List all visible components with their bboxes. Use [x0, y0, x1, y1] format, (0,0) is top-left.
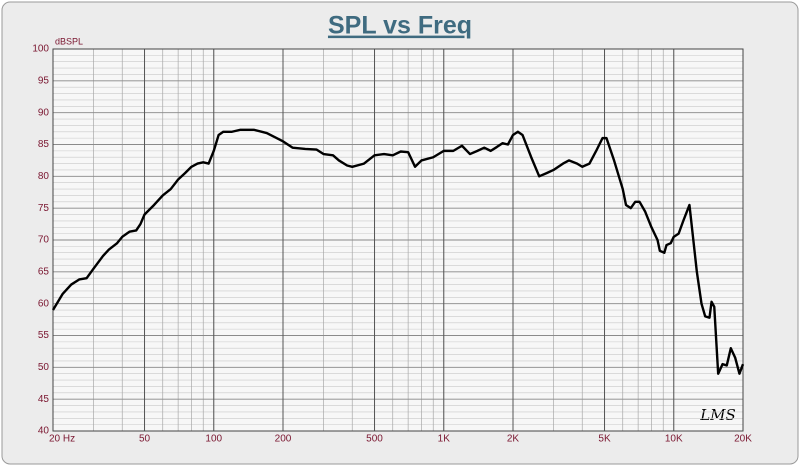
y-tick-label: 55: [38, 330, 50, 341]
y-tick-label: 95: [38, 75, 50, 86]
y-tick-label: 40: [38, 426, 50, 437]
y-tick-label: 70: [38, 235, 50, 246]
x-tick-label: 500: [366, 434, 383, 445]
y-tick-label: 85: [38, 139, 50, 150]
y-tick-label: 90: [38, 107, 50, 118]
plot-border: [52, 48, 744, 432]
x-tick-label: 20 Hz: [49, 434, 75, 445]
y-tick-label: 100: [32, 44, 49, 55]
y-axis-label: dBSPL: [55, 36, 83, 46]
x-tick-label: 10K: [665, 434, 683, 445]
x-tick-label: 5K: [598, 434, 611, 445]
x-tick-label: 100: [205, 434, 222, 445]
y-tick-label: 80: [38, 171, 50, 182]
data-line: [51, 128, 745, 375]
y-tick-label: 60: [38, 298, 50, 309]
annotation: LMS: [699, 406, 736, 424]
x-tick-label: 200: [275, 434, 292, 445]
y-tick-label: 50: [38, 362, 50, 373]
x-tick-label: 2K: [507, 434, 520, 445]
x-tick-label: 50: [139, 434, 151, 445]
y-tick-label: 75: [38, 203, 50, 214]
y-tick-label: 45: [38, 394, 50, 405]
chart-title: SPL vs Freq: [328, 12, 472, 40]
y-tick-label: 65: [38, 266, 50, 277]
x-tick-label: 1K: [438, 434, 451, 445]
x-tick-label: 20K: [734, 434, 752, 445]
